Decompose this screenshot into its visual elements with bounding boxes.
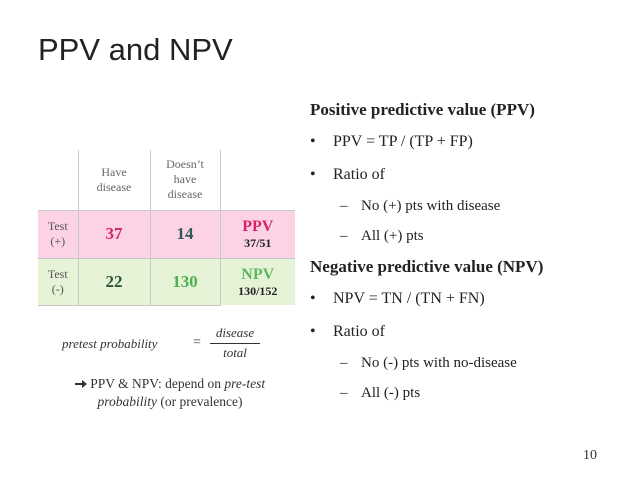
header-row: Have disease Doesn’t have disease <box>38 150 295 211</box>
row-label-text: Test (-) <box>47 266 68 296</box>
sub-bullet-text: All (-) pts <box>361 385 421 401</box>
arrow-icon <box>74 380 87 388</box>
formula-denominator: total <box>223 345 247 360</box>
section-heading: Negative predictive value (NPV) <box>310 257 544 276</box>
sub-dash: – <box>340 385 348 401</box>
bullet-dot: • <box>310 323 316 340</box>
bullet-text: Ratio of <box>333 166 385 183</box>
row-label-text: Test (+) <box>47 219 68 248</box>
header-text: Doesn’t have disease <box>166 157 204 202</box>
sub-dash: – <box>340 228 348 244</box>
sub-bullet-text: All (+) pts <box>361 228 424 244</box>
formula-numerator: disease <box>215 325 255 340</box>
column-header: Have disease <box>77 150 151 211</box>
note-rest: (or prevalence) <box>157 394 243 409</box>
bullet-dot: • <box>310 290 316 307</box>
corner-cell <box>38 150 79 211</box>
note-italic: pre-test probability <box>97 376 266 409</box>
result-cell: NPV 130/152 <box>219 257 295 305</box>
sub-dash: – <box>340 198 348 214</box>
column-header: Doesn’t have disease <box>149 150 221 211</box>
cell: 37 <box>77 209 151 259</box>
fraction: 130/152 <box>238 283 278 298</box>
header-text: Have disease <box>96 164 132 194</box>
cell: 130 <box>149 257 221 306</box>
row: Test (-) 22 130 NPV 130/152 <box>38 257 295 306</box>
row-label: Test (+) <box>38 209 79 259</box>
formula-equals: = <box>193 335 201 350</box>
result: NPV <box>241 265 275 283</box>
bullet-dot: • <box>310 166 316 183</box>
fraction: 37/51 <box>244 236 272 250</box>
bullet-dot: • <box>310 133 316 150</box>
sub-bullet-text: No (-) pts with no-disease <box>361 355 517 371</box>
row: Test (+) 37 14 PPV 37/51 <box>38 209 295 259</box>
empty-cell <box>219 150 295 211</box>
note-text: PPV & NPV: depend on <box>90 376 225 391</box>
result-cell: PPV 37/51 <box>219 209 295 259</box>
row-label: Test (-) <box>38 257 79 306</box>
result: PPV <box>242 218 274 235</box>
cell: 14 <box>149 209 221 259</box>
page-number: 10 <box>583 448 597 463</box>
slide-title: PPV and NPV <box>38 32 233 67</box>
cell: 22 <box>77 257 151 306</box>
bullet-text: NPV = TN / (TN + FN) <box>333 290 485 307</box>
sub-dash: – <box>340 355 348 371</box>
sub-bullet-text: No (+) pts with disease <box>361 198 501 214</box>
section-heading: Positive predictive value (PPV) <box>310 100 535 119</box>
fraction-bar <box>210 343 260 344</box>
bullet-text: Ratio of <box>333 323 385 340</box>
ppv-npv-table: Have disease Doesn’t have disease Test (… <box>38 150 295 306</box>
formula-left: pretest probability <box>62 336 158 351</box>
bullet-text: PPV = TP / (TP + FP) <box>333 133 473 150</box>
note: PPV & NPV: depend on pre-test probabilit… <box>50 375 290 411</box>
